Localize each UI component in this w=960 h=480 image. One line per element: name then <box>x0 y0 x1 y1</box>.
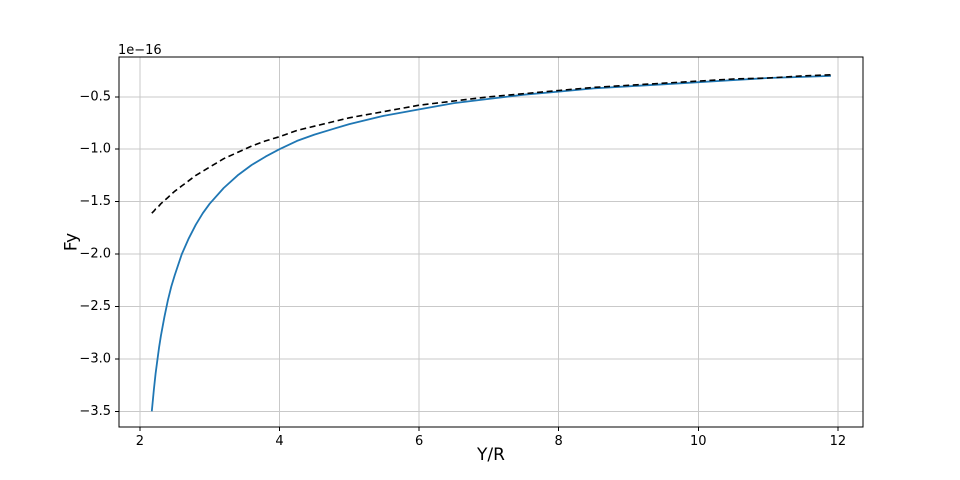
plot-area <box>119 57 863 427</box>
y-tick-label: −1.0 <box>79 142 111 157</box>
x-tick-label: 4 <box>275 434 283 449</box>
y-axis-offset-label: 1e−16 <box>118 43 162 58</box>
y-tick-label: −2.0 <box>79 247 111 262</box>
y-tick-label: −0.5 <box>79 89 111 104</box>
x-tick-label: 12 <box>830 434 847 449</box>
y-axis-label: Fy <box>61 232 82 252</box>
solid-blue-curve-line <box>150 75 831 412</box>
x-axis-label: Y/R <box>477 445 505 465</box>
axes-spines <box>118 56 864 428</box>
y-tick-label: −1.5 <box>79 194 111 209</box>
x-tick-label: 2 <box>136 434 144 449</box>
y-tick-label: −3.0 <box>79 351 111 366</box>
x-tick-label: 10 <box>690 434 707 449</box>
y-tick-label: −2.5 <box>79 299 111 314</box>
x-tick-label: 8 <box>555 434 563 449</box>
x-tick-label: 6 <box>415 434 423 449</box>
y-tick-label: −3.5 <box>79 404 111 419</box>
